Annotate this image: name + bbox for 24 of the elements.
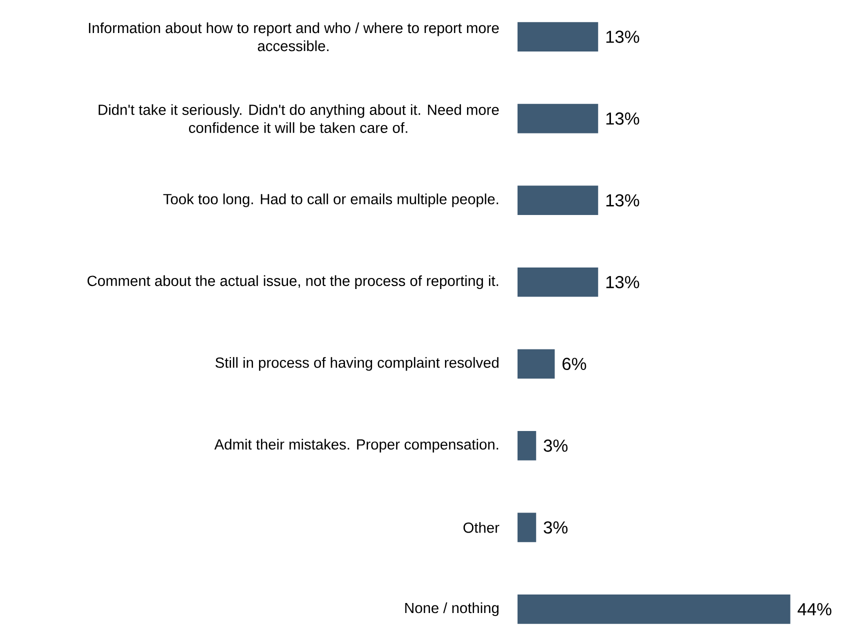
bar: [518, 268, 598, 298]
data-label: 3%: [544, 522, 568, 534]
bar: [518, 104, 598, 134]
y-tick-label: Other: [463, 522, 500, 534]
bar: [518, 431, 536, 461]
bar: [518, 22, 598, 52]
data-label: 3%: [544, 440, 568, 452]
bar: [518, 512, 536, 542]
y-tick-label: Still in process of having complaint resolved: [216, 357, 498, 371]
y-tick-label: None / nothing: [405, 602, 499, 616]
y-tick-label: Didn't take it seriously. Didn't do anything about it. Need more confidence it will be taken care of.: [98, 104, 499, 134]
y-tick-label: Admit their mistakes. Proper compensation.: [214, 439, 498, 453]
bar: [518, 186, 598, 216]
data-label: 44%: [798, 603, 832, 616]
y-tick-label: Information about how to report and who / where to report more accessible.: [88, 22, 499, 52]
bar: [518, 594, 790, 624]
data-label: 13%: [606, 276, 640, 288]
y-tick-label: Comment about the actual issue, not the process of reporting it.: [88, 276, 498, 290]
y-tick-label: Took too long. Had to call or emails multiple people.: [163, 194, 498, 208]
data-label: 6%: [562, 358, 586, 370]
data-label: 13%: [606, 112, 640, 125]
data-label: 13%: [606, 30, 640, 44]
bar: [518, 349, 555, 379]
data-label: 13%: [606, 194, 640, 207]
